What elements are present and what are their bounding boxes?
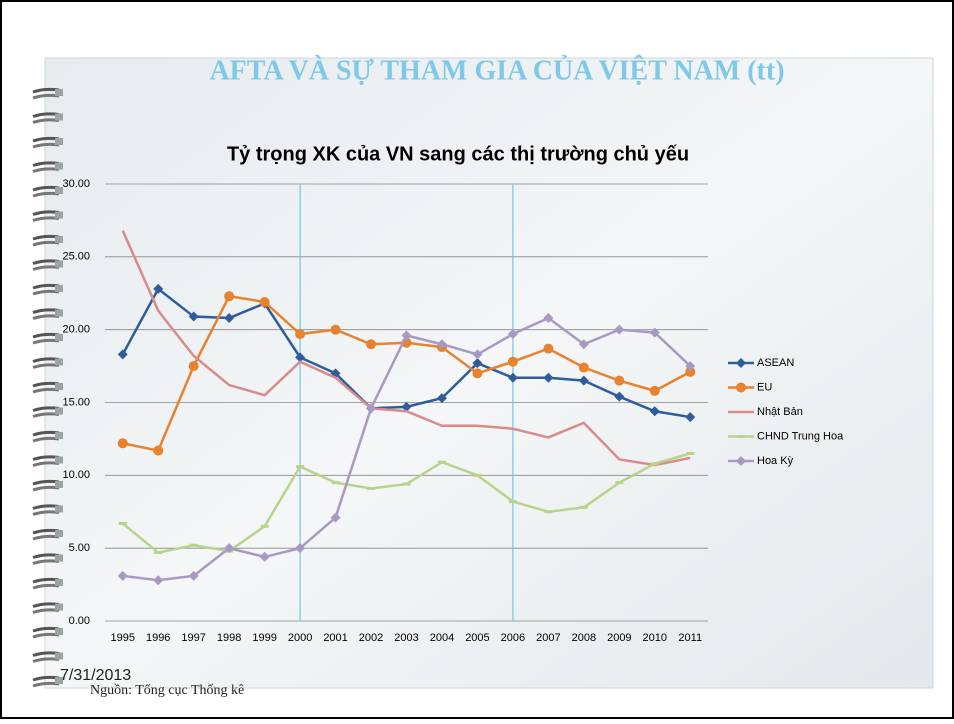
date: 7/31/2013 — [60, 667, 131, 684]
spiral-hole — [55, 628, 63, 635]
point — [438, 461, 446, 464]
legend-label: Hoa Kỳ — [757, 455, 794, 467]
x-tick-label: 2007 — [536, 632, 560, 644]
slide-title: AFTA VÀ SỰ THAM GIA CỦA VIỆT NAM (tt) — [209, 55, 784, 86]
spiral-hole — [55, 310, 63, 317]
point — [118, 438, 128, 448]
x-tick-label: 2005 — [465, 632, 489, 644]
spiral-hole — [55, 89, 63, 96]
point — [686, 452, 694, 455]
legend-label: CHND Trung Hoa — [757, 430, 844, 442]
spiral-hole — [55, 212, 63, 219]
legend-label: EU — [757, 381, 772, 393]
point — [367, 487, 375, 490]
point — [650, 386, 660, 396]
x-tick-label: 2002 — [359, 632, 383, 644]
source: Nguồn: Tổng cục Thống kê — [90, 683, 244, 698]
spiral-hole — [55, 506, 63, 513]
x-tick-label: 2003 — [394, 632, 418, 644]
legend-marker — [737, 435, 745, 438]
point — [651, 462, 659, 465]
x-tick-label: 2001 — [323, 632, 347, 644]
spiral-hole — [55, 530, 63, 537]
point — [119, 522, 127, 525]
spiral-hole — [55, 408, 63, 415]
spiral-hole — [55, 383, 63, 390]
point — [472, 368, 482, 378]
point — [543, 344, 553, 354]
x-tick-label: 1995 — [110, 632, 134, 644]
x-tick-label: 2008 — [572, 632, 596, 644]
point — [580, 506, 588, 509]
spiral-hole — [55, 138, 63, 145]
y-tick-label: 15.00 — [62, 396, 90, 408]
point — [190, 544, 198, 547]
x-tick-label: 1998 — [217, 632, 241, 644]
y-tick-label: 10.00 — [62, 469, 90, 481]
point — [615, 481, 623, 484]
point — [614, 376, 624, 386]
spiral-hole — [55, 114, 63, 121]
point — [403, 483, 411, 486]
point — [260, 297, 270, 307]
point — [508, 357, 518, 367]
x-tick-label: 2009 — [607, 632, 631, 644]
x-tick-label: 2004 — [430, 632, 454, 644]
spiral-hole — [55, 457, 63, 464]
x-tick-label: 2006 — [501, 632, 525, 644]
point — [331, 325, 341, 335]
point — [261, 525, 269, 528]
y-tick-label: 25.00 — [62, 251, 90, 263]
legend-label: ASEAN — [757, 357, 794, 369]
spiral-hole — [55, 555, 63, 562]
y-tick-label: 20.00 — [62, 324, 90, 336]
spiral-hole — [55, 163, 63, 170]
x-tick-label: 2000 — [288, 632, 312, 644]
x-tick-label: 2011 — [678, 632, 702, 644]
point — [332, 481, 340, 484]
x-tick-label: 1999 — [252, 632, 276, 644]
y-tick-label: 30.00 — [62, 178, 90, 190]
point — [473, 474, 481, 477]
spiral-hole — [55, 579, 63, 586]
point — [296, 465, 304, 468]
point — [579, 363, 589, 373]
y-tick-label: 0.00 — [69, 615, 90, 627]
legend-label: Nhật Bản — [757, 406, 803, 418]
spiral-hole — [55, 604, 63, 611]
spiral-hole — [55, 481, 63, 488]
slide: AFTA VÀ SỰ THAM GIA CỦA VIỆT NAM (tt) Tỷ… — [0, 0, 954, 719]
x-tick-label: 1996 — [146, 632, 170, 644]
point — [509, 500, 517, 503]
spiral-hole — [55, 653, 63, 660]
x-tick-label: 1997 — [181, 632, 205, 644]
point — [189, 361, 199, 371]
spiral-hole — [55, 432, 63, 439]
point — [224, 291, 234, 301]
point — [154, 551, 162, 554]
chart-title: Tỷ trọng XK của VN sang các thị trường c… — [227, 143, 689, 165]
x-tick-label: 2010 — [643, 632, 667, 644]
legend-marker — [736, 383, 746, 393]
y-tick-label: 5.00 — [69, 542, 90, 554]
point — [153, 446, 163, 456]
point — [295, 329, 305, 339]
spiral-hole — [55, 285, 63, 292]
point — [544, 510, 552, 513]
point — [366, 339, 376, 349]
spiral-hole — [55, 236, 63, 243]
spiral-hole — [55, 359, 63, 366]
